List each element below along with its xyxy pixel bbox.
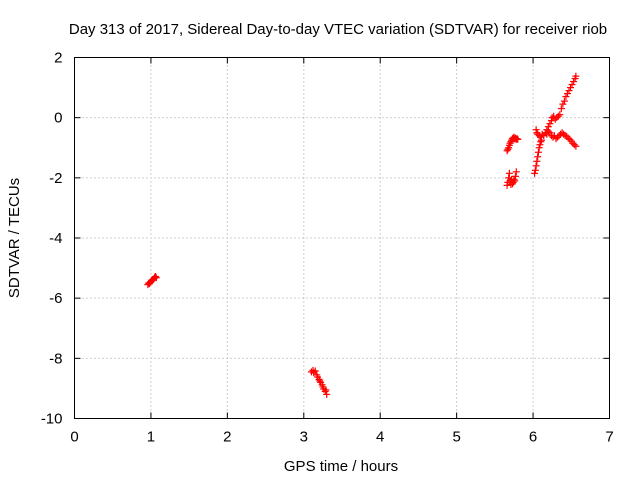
data-point	[570, 78, 578, 86]
data-point	[537, 136, 545, 144]
y-tick-label: -10	[41, 411, 63, 428]
y-tick-label: -4	[49, 230, 62, 247]
data-point	[532, 126, 540, 134]
data-point	[531, 169, 539, 177]
data-point	[555, 132, 563, 140]
data-point	[504, 145, 512, 153]
x-tick-label: 6	[529, 429, 537, 446]
data-point	[572, 142, 580, 150]
grid-lines	[74, 57, 610, 419]
data-point	[531, 166, 539, 174]
data-point	[559, 100, 567, 108]
data-point	[537, 133, 545, 141]
data-point	[534, 148, 542, 156]
y-axis-label: SDTVAR / TECUs	[6, 178, 23, 298]
data-point	[152, 273, 160, 281]
data-points	[144, 72, 580, 398]
chart-title: Day 313 of 2017, Sidereal Day-to-day VTE…	[69, 21, 607, 38]
data-point	[511, 177, 519, 185]
x-tick-label: 5	[452, 429, 460, 446]
data-point	[316, 377, 324, 385]
data-point	[564, 134, 572, 142]
data-point	[567, 84, 575, 92]
data-point	[557, 105, 565, 113]
y-tick-label: 2	[54, 50, 62, 67]
data-point	[556, 111, 564, 119]
data-point	[321, 387, 329, 395]
data-point	[570, 141, 578, 149]
tick-labels: 0 1 2 3 4 5 6 7 -10 -8 -6 -4 -2 0 2	[41, 50, 614, 446]
data-point	[554, 133, 562, 141]
y-tick-label: -8	[49, 350, 62, 367]
data-point	[311, 367, 319, 375]
data-point	[551, 115, 559, 123]
data-point	[510, 175, 518, 183]
x-tick-label: 4	[376, 429, 384, 446]
y-tick-label: 0	[54, 110, 62, 127]
y-tick-label: -2	[49, 170, 62, 187]
data-point	[315, 375, 323, 383]
data-point	[554, 112, 562, 120]
data-point	[514, 135, 522, 143]
data-point	[534, 153, 542, 161]
y-tick-label: -6	[49, 290, 62, 307]
data-point	[540, 132, 548, 140]
data-point	[572, 72, 580, 80]
data-point	[569, 139, 577, 147]
data-point	[511, 172, 519, 180]
data-point	[552, 135, 560, 143]
x-axis-label: GPS time / hours	[284, 458, 398, 475]
data-point	[503, 147, 511, 155]
data-point	[553, 114, 561, 122]
data-point	[532, 162, 540, 170]
data-point	[563, 90, 571, 98]
data-point	[509, 178, 517, 186]
data-point	[546, 120, 554, 128]
data-point	[544, 123, 552, 131]
data-point	[507, 138, 515, 146]
data-point	[536, 141, 544, 149]
data-point	[547, 117, 555, 125]
data-point	[558, 129, 566, 137]
x-tick-label: 2	[223, 429, 231, 446]
data-point	[151, 273, 159, 281]
data-point	[513, 135, 521, 143]
data-point	[323, 390, 331, 398]
plot-frame	[74, 57, 610, 419]
data-point	[506, 139, 514, 147]
data-point	[568, 81, 576, 89]
data-point	[562, 93, 570, 101]
data-point	[546, 129, 554, 137]
data-point	[505, 174, 513, 182]
data-point	[512, 168, 520, 176]
data-point	[535, 144, 543, 152]
data-point	[152, 274, 160, 282]
data-point	[560, 97, 568, 105]
x-tick-label: 7	[605, 429, 613, 446]
x-tick-label: 1	[147, 429, 155, 446]
data-point	[533, 157, 541, 165]
data-point	[543, 126, 551, 134]
x-tick-label: 3	[300, 429, 308, 446]
data-point	[505, 169, 513, 177]
x-tick-label: 0	[70, 429, 78, 446]
data-point	[565, 87, 573, 95]
data-point	[322, 386, 330, 394]
data-point	[503, 181, 511, 189]
